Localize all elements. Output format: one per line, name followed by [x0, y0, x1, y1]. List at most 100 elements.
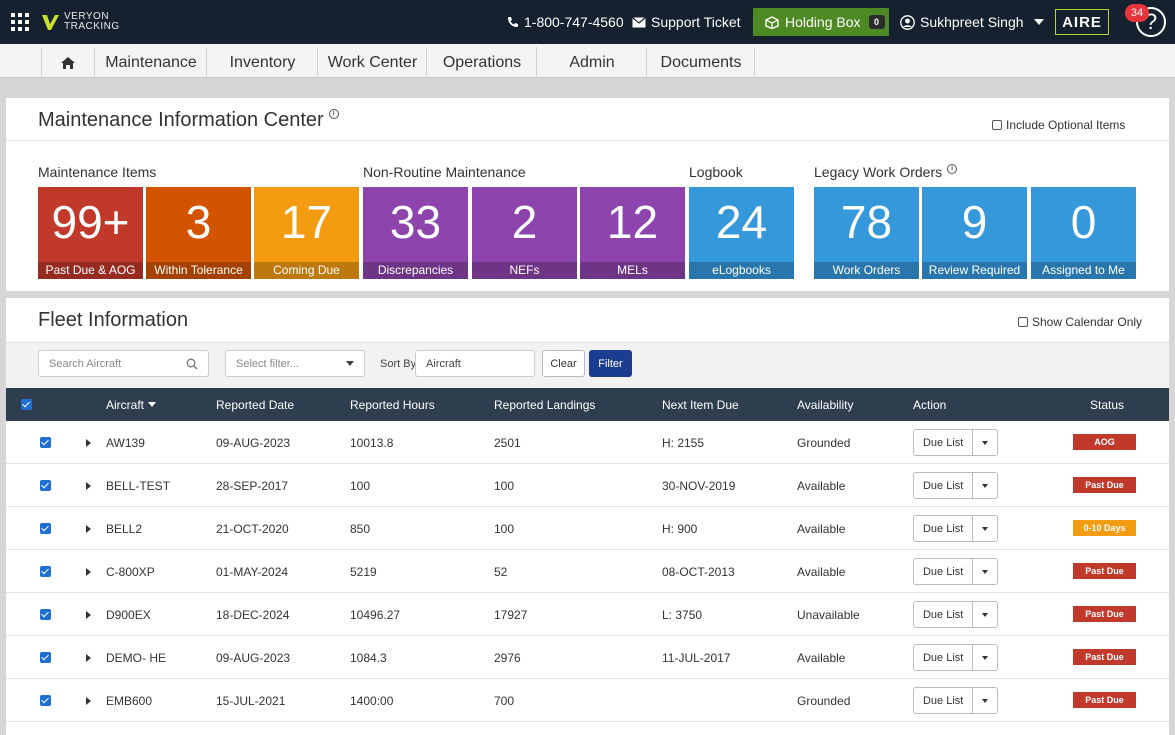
- info-icon[interactable]: i: [328, 109, 339, 119]
- col-reported-landings[interactable]: Reported Landings: [494, 397, 596, 412]
- cell-aircraft[interactable]: DEMO- HE: [106, 650, 166, 665]
- tile-discrepancies[interactable]: 33 Discrepancies: [363, 187, 468, 279]
- due-list-button[interactable]: Due List: [914, 516, 974, 541]
- cell-aircraft[interactable]: BELL-TEST: [106, 478, 171, 493]
- tile-assigned-to-me[interactable]: 0 Assigned to Me: [1031, 187, 1136, 279]
- col-status[interactable]: Status: [1090, 397, 1125, 412]
- tile-past-due-aog[interactable]: 99+ Past Due & AOG: [38, 187, 143, 279]
- info-icon[interactable]: i: [947, 164, 958, 174]
- row-checkbox[interactable]: [40, 593, 51, 636]
- phone-link[interactable]: 1-800-747-4560: [507, 0, 624, 44]
- phone-icon: [508, 17, 518, 27]
- nav-home[interactable]: [41, 47, 95, 78]
- show-calendar-checkbox[interactable]: Show Calendar Only: [1018, 315, 1142, 329]
- expand-row-toggle[interactable]: [86, 550, 91, 593]
- col-next-item-due[interactable]: Next Item Due: [662, 397, 739, 412]
- expand-row-toggle[interactable]: [86, 464, 91, 507]
- search-aircraft-input[interactable]: Search Aircraft: [38, 350, 209, 377]
- due-list-button[interactable]: Due List: [914, 688, 974, 713]
- cell-next-item-due: 11-JUL-2017: [662, 650, 731, 665]
- cell-aircraft[interactable]: D900EX: [106, 607, 151, 622]
- table-row[interactable]: BELL2 21-OCT-2020 850 100 H: 900 Available Due…: [6, 507, 1169, 550]
- action-dropdown-button[interactable]: [973, 645, 997, 670]
- cell-availability: Available: [797, 650, 846, 665]
- notification-badge[interactable]: 34: [1125, 4, 1149, 22]
- due-list-button[interactable]: Due List: [914, 645, 974, 670]
- tile-nefs[interactable]: 2 NEFs: [472, 187, 577, 279]
- cell-aircraft[interactable]: AW139: [106, 435, 145, 450]
- expand-row-toggle[interactable]: [86, 507, 91, 550]
- table-row[interactable]: BELL-TEST 28-SEP-2017 100 100 30-NOV-2019 Ava…: [6, 464, 1169, 507]
- expand-row-toggle[interactable]: [86, 421, 91, 464]
- nav-maintenance[interactable]: Maintenance: [96, 47, 207, 78]
- chevron-right-icon: [86, 481, 91, 490]
- expand-row-toggle[interactable]: [86, 679, 91, 722]
- brand-logo[interactable]: VERYON TRACKING: [40, 10, 120, 34]
- row-checkbox[interactable]: [40, 679, 51, 722]
- holding-box-label: Holding Box: [785, 14, 861, 30]
- nav-work-center[interactable]: Work Center: [319, 47, 427, 78]
- box-icon: [765, 15, 779, 29]
- table-row[interactable]: C-800XP 01-MAY-2024 5219 52 08-OCT-2013 Avail…: [6, 550, 1169, 593]
- table-row[interactable]: AW139 09-AUG-2023 10013.8 2501 H: 2155 Ground…: [6, 421, 1169, 464]
- due-list-button[interactable]: Due List: [914, 559, 974, 584]
- col-reported-hours[interactable]: Reported Hours: [350, 397, 435, 412]
- row-checkbox[interactable]: [40, 421, 51, 464]
- fleet-information: Fleet Information Show Calendar Only Sea…: [6, 298, 1169, 735]
- tile-work-orders[interactable]: 78 Work Orders: [814, 187, 919, 279]
- due-list-button[interactable]: Due List: [914, 473, 974, 498]
- row-checkbox[interactable]: [40, 507, 51, 550]
- expand-row-toggle[interactable]: [86, 593, 91, 636]
- sort-by-input[interactable]: Aircraft: [415, 350, 535, 377]
- chevron-right-icon: [86, 653, 91, 662]
- col-reported-date[interactable]: Reported Date: [216, 397, 295, 412]
- cell-aircraft[interactable]: BELL2: [106, 521, 143, 536]
- clear-button[interactable]: Clear: [542, 350, 585, 377]
- row-checkbox[interactable]: [40, 636, 51, 679]
- action-dropdown-button[interactable]: [973, 430, 997, 455]
- action-dropdown-button[interactable]: [973, 688, 997, 713]
- row-checkbox[interactable]: [40, 464, 51, 507]
- tile-elogbooks[interactable]: 24 eLogbooks: [689, 187, 794, 279]
- cell-reported-landings: 100: [494, 521, 515, 536]
- status-badge: Past Due: [1073, 477, 1136, 493]
- select-all-checkbox[interactable]: [21, 388, 32, 421]
- action-dropdown-button[interactable]: [973, 516, 997, 541]
- nav-admin[interactable]: Admin: [538, 47, 647, 78]
- support-ticket-link[interactable]: Support Ticket: [632, 0, 741, 44]
- due-list-button[interactable]: Due List: [914, 602, 974, 627]
- cell-aircraft[interactable]: EMB600: [106, 693, 153, 708]
- table-row[interactable]: DEMO- HE 09-AUG-2023 1084.3 2976 11-JUL-2017…: [6, 636, 1169, 679]
- col-aircraft[interactable]: Aircraft: [106, 388, 157, 421]
- tile-review-required[interactable]: 9 Review Required: [922, 187, 1027, 279]
- filter-button[interactable]: Filter: [589, 350, 632, 377]
- include-optional-checkbox[interactable]: Include Optional Items: [992, 118, 1125, 132]
- status-badge: Past Due: [1073, 606, 1136, 622]
- tile-within-tolerance[interactable]: 3 Within Tolerance: [146, 187, 251, 279]
- aire-button[interactable]: AIRE: [1055, 9, 1109, 35]
- row-checkbox[interactable]: [40, 550, 51, 593]
- action-dropdown-button[interactable]: [973, 602, 997, 627]
- filter-select[interactable]: Select filter...: [225, 350, 365, 377]
- holding-box-button[interactable]: Holding Box 0: [753, 8, 889, 36]
- action-dropdown-button[interactable]: [973, 559, 997, 584]
- tile-coming-due[interactable]: 17 Coming Due: [254, 187, 359, 279]
- col-availability[interactable]: Availability: [797, 397, 854, 412]
- due-list-button[interactable]: Due List: [914, 430, 974, 455]
- expand-row-toggle[interactable]: [86, 636, 91, 679]
- app-grid-icon[interactable]: [11, 13, 29, 31]
- cell-next-item-due: L: 3750: [662, 607, 703, 622]
- section-logbook: Logbook: [689, 164, 743, 180]
- table-row[interactable]: D900EX 18-DEC-2024 10496.27 17927 L: 3750 Una…: [6, 593, 1169, 636]
- tile-mels[interactable]: 12 MELs: [580, 187, 685, 279]
- cell-reported-date: 01-MAY-2024: [216, 564, 289, 579]
- nav-operations[interactable]: Operations: [428, 47, 537, 78]
- user-menu[interactable]: Sukhpreet Singh: [900, 0, 1044, 44]
- cell-aircraft[interactable]: C-800XP: [106, 564, 155, 579]
- nav-inventory[interactable]: Inventory: [208, 47, 318, 78]
- table-row[interactable]: EMB600 15-JUL-2021 1400:00 700 Grounded Due L…: [6, 679, 1169, 722]
- nav-documents[interactable]: Documents: [648, 47, 755, 78]
- tile-value: 3: [185, 196, 212, 248]
- action-dropdown-button[interactable]: [973, 473, 997, 498]
- tile-value: 12: [606, 196, 659, 248]
